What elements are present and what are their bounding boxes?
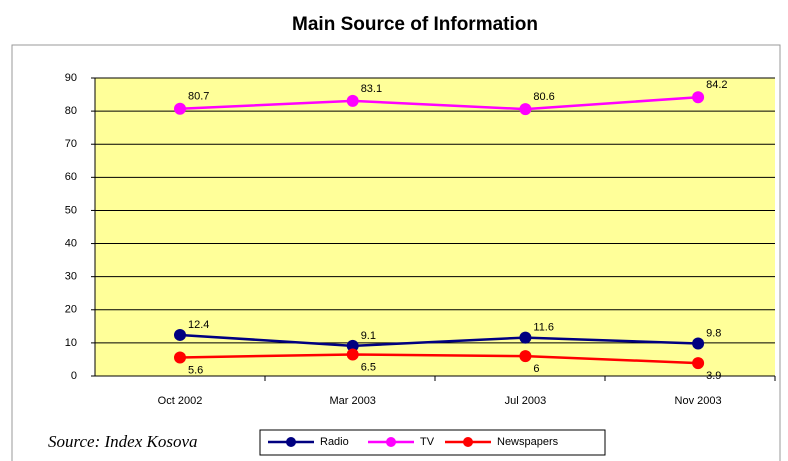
data-label: 12.4 xyxy=(188,319,209,331)
data-label: 80.6 xyxy=(533,91,554,103)
data-point xyxy=(174,328,186,341)
y-tick-label: 20 xyxy=(65,304,77,316)
data-label: 11.6 xyxy=(533,321,554,333)
legend-marker xyxy=(286,437,296,447)
legend-label: Newspapers xyxy=(497,436,559,448)
data-label: 6 xyxy=(533,363,539,375)
y-tick-label: 10 xyxy=(65,337,77,349)
legend-box xyxy=(259,429,606,456)
data-point xyxy=(519,103,532,116)
y-tick-label: 70 xyxy=(65,138,77,150)
series-line xyxy=(179,333,699,348)
legend: Radio TV Newspapers xyxy=(259,429,606,456)
data-label: 9.8 xyxy=(706,327,721,339)
data-point xyxy=(174,351,186,364)
data-point xyxy=(692,357,705,370)
legend-marker xyxy=(386,437,396,447)
plot-area: 0 10 20 30 40 50 60 70 80 90 Oct 2002 Mar 2003 Jul 2… xyxy=(65,72,776,407)
data-point xyxy=(346,94,359,107)
series-line xyxy=(179,353,699,365)
chart-title: Main Source of Information xyxy=(292,14,538,35)
y-tick-label: 40 xyxy=(65,237,77,249)
y-tick-label: 50 xyxy=(65,204,77,216)
y-tick-label: 0 xyxy=(71,370,77,382)
data-point xyxy=(519,331,532,344)
x-tick-label: Nov 2003 xyxy=(675,395,722,407)
data-point xyxy=(692,337,705,350)
y-tick-label: 30 xyxy=(65,271,77,283)
x-tick-label: Mar 2003 xyxy=(329,395,375,407)
y-tick-label: 80 xyxy=(65,105,77,117)
data-point xyxy=(519,350,532,363)
data-label: 6.5 xyxy=(361,361,376,373)
data-label: 80.7 xyxy=(188,91,209,103)
legend-marker xyxy=(463,437,473,447)
source-note: Source: Index Kosova xyxy=(48,432,198,451)
x-tick-label: Jul 2003 xyxy=(505,395,547,407)
data-point xyxy=(174,102,186,115)
data-label: 3.9 xyxy=(706,370,721,382)
data-point xyxy=(692,91,705,104)
y-tick-label: 60 xyxy=(65,171,77,183)
legend-label: TV xyxy=(420,436,435,448)
series-line xyxy=(179,95,699,111)
data-label: 83.1 xyxy=(361,83,382,95)
data-label: 9.1 xyxy=(361,330,376,342)
data-point xyxy=(346,339,359,352)
data-label: 5.6 xyxy=(188,364,203,376)
x-tick-label: Oct 2002 xyxy=(158,395,203,407)
legend-label: Radio xyxy=(320,436,349,448)
y-tick-label: 90 xyxy=(65,72,77,84)
plot-background xyxy=(95,78,775,376)
data-point xyxy=(346,348,359,361)
data-label: 84.2 xyxy=(706,79,727,91)
